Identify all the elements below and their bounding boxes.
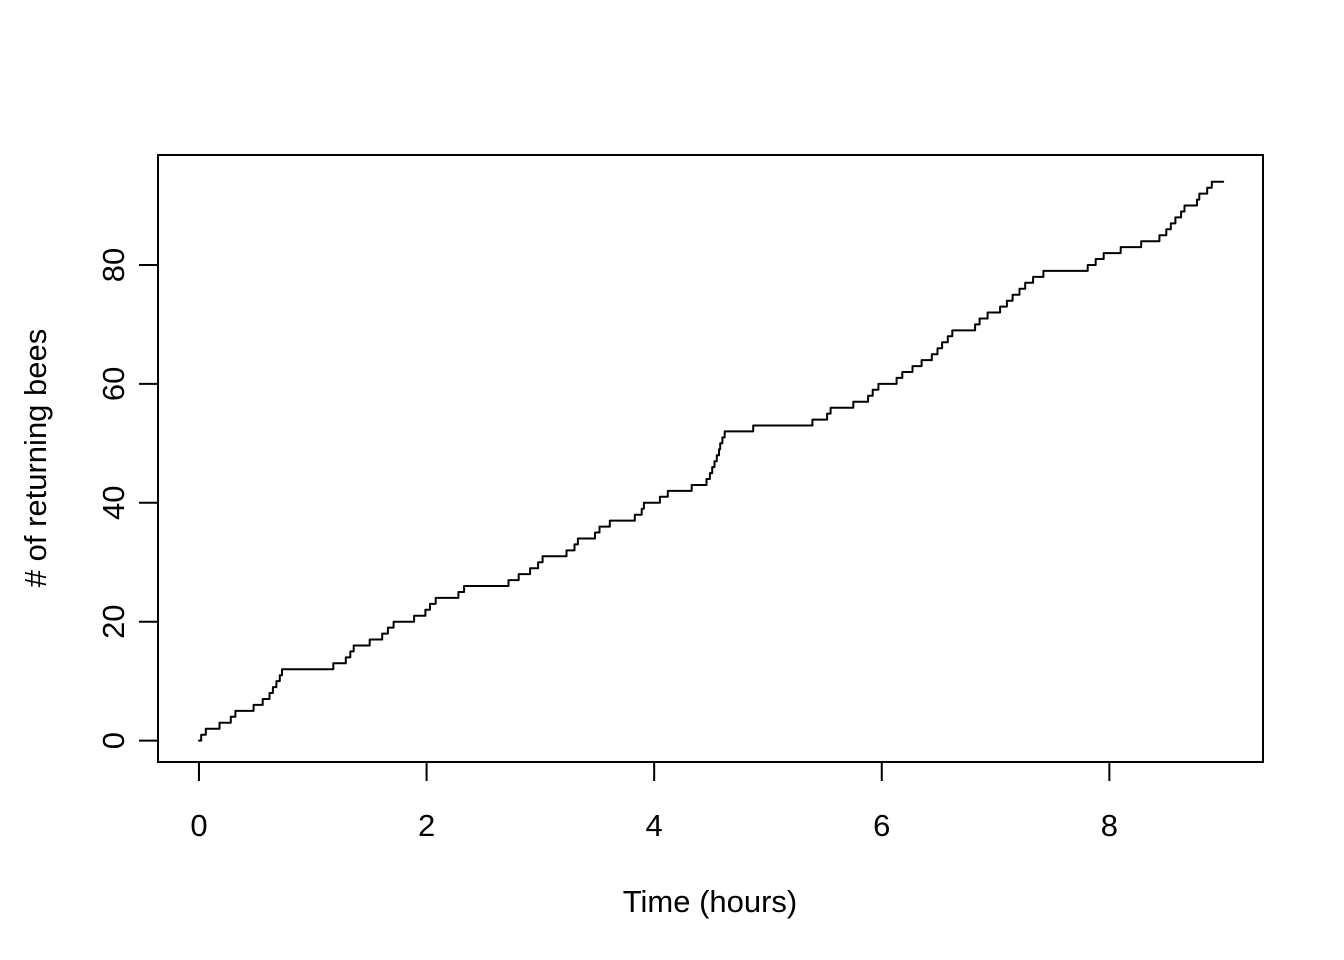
y-tick-label: 60	[96, 367, 131, 401]
plot-border	[157, 154, 1264, 763]
x-tick-label: 4	[646, 808, 663, 843]
y-tick-label: 40	[96, 486, 131, 520]
x-tick-label: 0	[190, 808, 207, 843]
y-axis-title: # of returning bees	[18, 329, 53, 588]
y-tick-label: 80	[96, 248, 131, 282]
y-tick-label: 0	[96, 732, 131, 749]
y-tick-label: 20	[96, 604, 131, 638]
bee-cumulative-step-curve	[198, 180, 1225, 742]
x-axis-title: Time (hours)	[623, 884, 798, 919]
x-tick-label: 8	[1101, 808, 1118, 843]
x-tick-label: 6	[873, 808, 890, 843]
x-tick-label: 2	[418, 808, 435, 843]
